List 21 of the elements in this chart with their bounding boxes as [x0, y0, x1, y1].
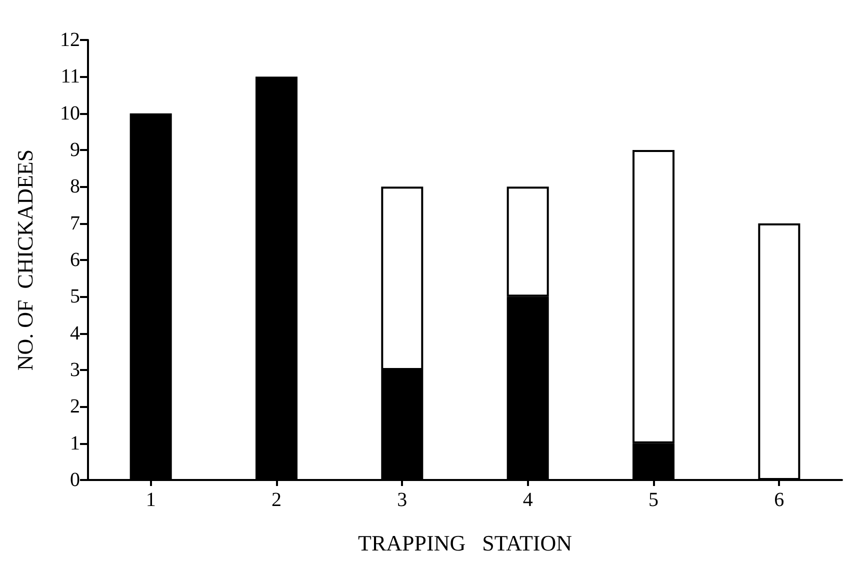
y-tick-label: 3: [70, 359, 80, 381]
y-tick-label: 11: [60, 66, 80, 88]
y-tick-label: 1: [70, 432, 80, 454]
x-tick-label: 3: [397, 489, 408, 511]
y-tick-label: 6: [70, 249, 80, 271]
y-tick-label: 10: [60, 102, 80, 124]
y-tick-label: 8: [70, 176, 80, 198]
x-axis-title: TRAPPING STATION: [358, 530, 572, 556]
x-tick-label: 5: [648, 489, 658, 511]
y-tick-label: 9: [70, 139, 80, 161]
x-tick-label: 6: [774, 489, 784, 511]
y-tick-label: 5: [70, 286, 80, 308]
y-tick-label: 4: [70, 322, 80, 344]
y-tick-label: 0: [70, 469, 80, 491]
y-tick-label: 2: [70, 396, 80, 418]
y-tick-label: 12: [60, 29, 80, 51]
x-tick-label: 2: [272, 489, 282, 511]
x-tick-label: 4: [522, 489, 533, 511]
x-tick-label: 1: [146, 489, 156, 511]
y-axis-title: NO. OF CHICKADEES: [12, 149, 38, 371]
y-tick-label: 7: [70, 212, 80, 234]
